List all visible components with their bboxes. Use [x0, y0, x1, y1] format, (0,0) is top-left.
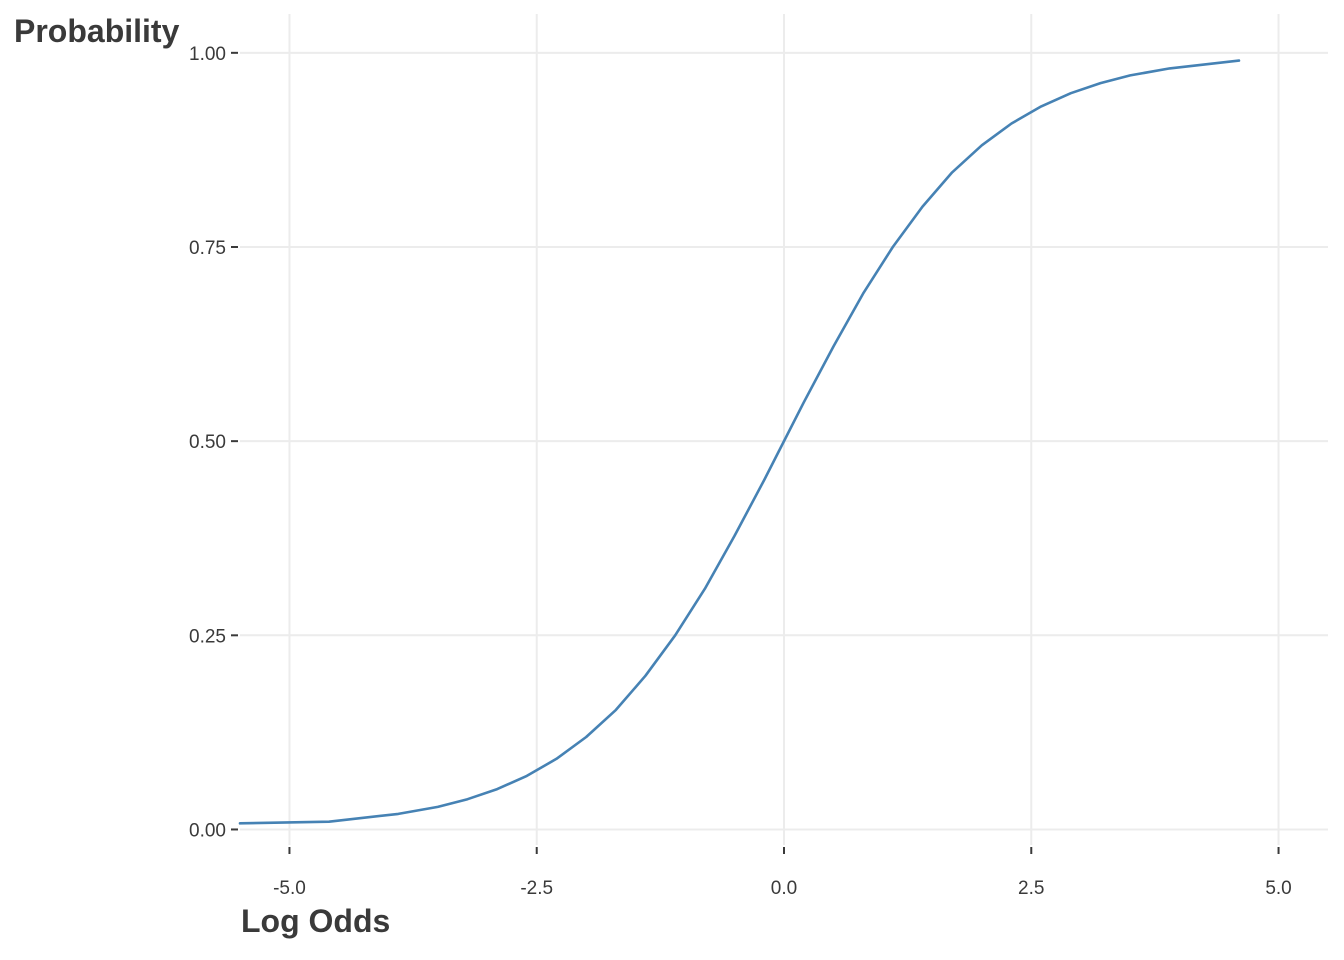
y-tick-label: 0.50	[189, 432, 226, 453]
y-tick-label: 0.75	[189, 238, 226, 259]
x-tick-label: 0.0	[771, 878, 797, 899]
y-axis-title: Probability	[14, 13, 180, 49]
y-tick-label: 0.25	[189, 626, 226, 647]
axes: -5.0 -2.5 0.0 2.5 5.0 0.00 0.25 0.50 0.75 1.00	[189, 44, 1292, 899]
x-tick-label: 2.5	[1018, 878, 1044, 899]
x-tick-label: -2.5	[520, 878, 553, 899]
grid	[240, 14, 1328, 845]
series-layer	[238, 59, 1241, 825]
x-tick-label: 5.0	[1265, 878, 1291, 899]
x-axis-title: Log Odds	[241, 903, 390, 939]
x-tick-label: -5.0	[273, 878, 306, 899]
y-tick-label: 0.00	[189, 820, 226, 841]
y-tick-label: 1.00	[189, 44, 226, 65]
series-line	[238, 59, 1241, 825]
